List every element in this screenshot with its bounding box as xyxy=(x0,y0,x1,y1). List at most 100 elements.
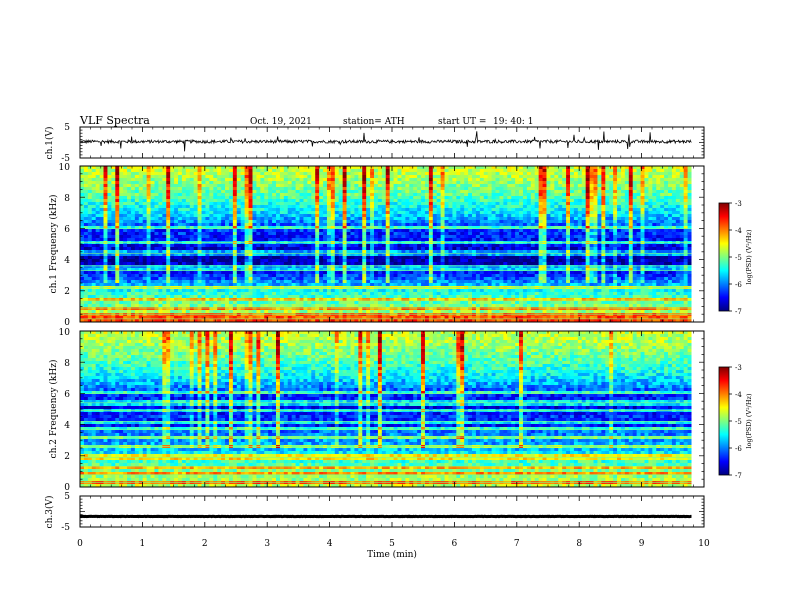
spectrogram-cell xyxy=(174,166,179,170)
spectrogram-cell xyxy=(142,193,148,197)
spectrogram-cell xyxy=(374,175,379,179)
spectrogram-cell xyxy=(687,223,692,227)
spectrogram-cell xyxy=(644,178,649,182)
spectrogram-cell xyxy=(570,193,575,197)
spectrogram-cell xyxy=(444,217,449,221)
spectrogram-cell xyxy=(272,226,277,230)
spectrogram-cell xyxy=(397,187,402,191)
spectrogram-cell xyxy=(232,178,238,182)
spectrogram-cell xyxy=(409,205,414,209)
spectrogram-cell xyxy=(515,190,520,194)
spectrogram-cell xyxy=(538,190,543,194)
spectrogram-cell xyxy=(264,238,269,242)
spectrogram-cell xyxy=(158,253,163,257)
spectrogram-cell xyxy=(495,184,500,188)
spectrogram-cell xyxy=(103,256,108,260)
spectrogram-cell xyxy=(252,235,257,239)
spectrogram-cell xyxy=(644,229,649,233)
spectrogram-cell xyxy=(170,190,175,194)
spectrogram-cell xyxy=(236,172,242,176)
spectrogram-cell xyxy=(87,181,93,185)
spectrogram-cell xyxy=(189,202,195,206)
spectrogram-cell xyxy=(452,232,457,236)
spectrogram-cell xyxy=(272,175,277,179)
spectrogram-cell xyxy=(358,253,363,257)
spectrogram-cell xyxy=(617,166,622,170)
spectrogram-cell xyxy=(252,205,257,209)
spectrogram-cell xyxy=(424,172,430,176)
spectrogram-cell xyxy=(366,187,371,191)
spectrogram-cell xyxy=(401,250,406,254)
spectrogram-cell xyxy=(664,256,669,260)
spectrogram-cell xyxy=(628,223,634,227)
spectrogram-cell xyxy=(468,235,473,239)
spectrogram-cell xyxy=(299,196,304,200)
spectrogram-cell xyxy=(479,232,485,236)
spectrogram-cell xyxy=(405,190,410,194)
spectrogram-cell xyxy=(468,178,473,182)
spectrogram-cell xyxy=(236,175,242,179)
spectrogram-cell xyxy=(170,199,175,203)
spectrogram-cell xyxy=(448,166,453,170)
spectrogram-cell xyxy=(687,229,692,233)
spectrogram-cell xyxy=(123,187,128,191)
spectrogram-cell xyxy=(671,169,677,173)
spectrogram-cell xyxy=(366,253,371,257)
spectrogram-cell xyxy=(679,184,685,188)
spectrogram-cell xyxy=(326,166,332,170)
spectrogram-cell xyxy=(217,190,222,194)
spectrogram-cell xyxy=(401,229,406,233)
spectrogram-cell xyxy=(311,229,316,233)
spectrogram-cell xyxy=(597,253,602,257)
spectrogram-cell xyxy=(617,232,622,236)
spectrogram-cell xyxy=(205,226,210,230)
spectrogram-cell xyxy=(452,187,457,191)
spectrogram-cell xyxy=(636,256,641,260)
spectrogram-cell xyxy=(652,169,657,173)
spectrogram-cell xyxy=(174,190,179,194)
spectrogram-cell xyxy=(577,178,583,182)
spectrogram-cell xyxy=(499,187,504,191)
spectrogram-cell xyxy=(534,181,540,185)
spectrogram-cell xyxy=(511,253,516,257)
spectrogram-cell xyxy=(660,253,665,257)
spectrogram-cell xyxy=(170,184,175,188)
spectrogram-cell xyxy=(487,202,492,206)
waveform-trace xyxy=(79,131,692,152)
spectrogram-cell xyxy=(562,229,567,233)
spectrogram-cell xyxy=(146,169,151,173)
spectrogram-cell xyxy=(174,247,179,251)
spectrogram-cell xyxy=(330,172,336,176)
spectrogram-cell xyxy=(178,175,183,179)
spectrogram-cell xyxy=(354,214,359,218)
spectrogram-cell xyxy=(91,238,97,242)
spectrogram-cell xyxy=(205,253,210,257)
spectrogram-cell xyxy=(656,220,661,224)
spectrogram-cell xyxy=(413,166,418,170)
spectrogram-cell xyxy=(279,247,285,251)
spectrogram-cell xyxy=(428,166,434,170)
spectrogram-cell xyxy=(138,178,144,182)
spectrogram-cell xyxy=(205,187,210,191)
spectrogram-cell xyxy=(323,178,328,182)
spectrogram-cell xyxy=(444,256,449,260)
spectrogram-cell xyxy=(499,235,504,239)
spectrogram-cell xyxy=(342,256,347,260)
spectrogram-cell xyxy=(91,196,97,200)
spectrogram-cell xyxy=(87,256,93,260)
spectrogram-cell xyxy=(409,169,414,173)
spectrogram-cell xyxy=(581,247,587,251)
spectrogram-cell xyxy=(668,193,673,197)
spectrogram-cell xyxy=(213,199,218,203)
spectrogram-cell xyxy=(409,256,414,260)
spectrogram-cell xyxy=(507,181,512,185)
spectrogram-cell xyxy=(613,199,618,203)
spectrogram-cell xyxy=(550,250,555,254)
spectrogram-cell xyxy=(440,166,445,170)
spectrogram-cell xyxy=(303,223,308,227)
spectrogram-cell xyxy=(589,187,594,191)
spectrogram-cell xyxy=(228,226,234,230)
spectrogram-cell xyxy=(385,202,391,206)
spectrogram-cell xyxy=(158,250,163,254)
spectrogram-cell xyxy=(417,250,422,254)
